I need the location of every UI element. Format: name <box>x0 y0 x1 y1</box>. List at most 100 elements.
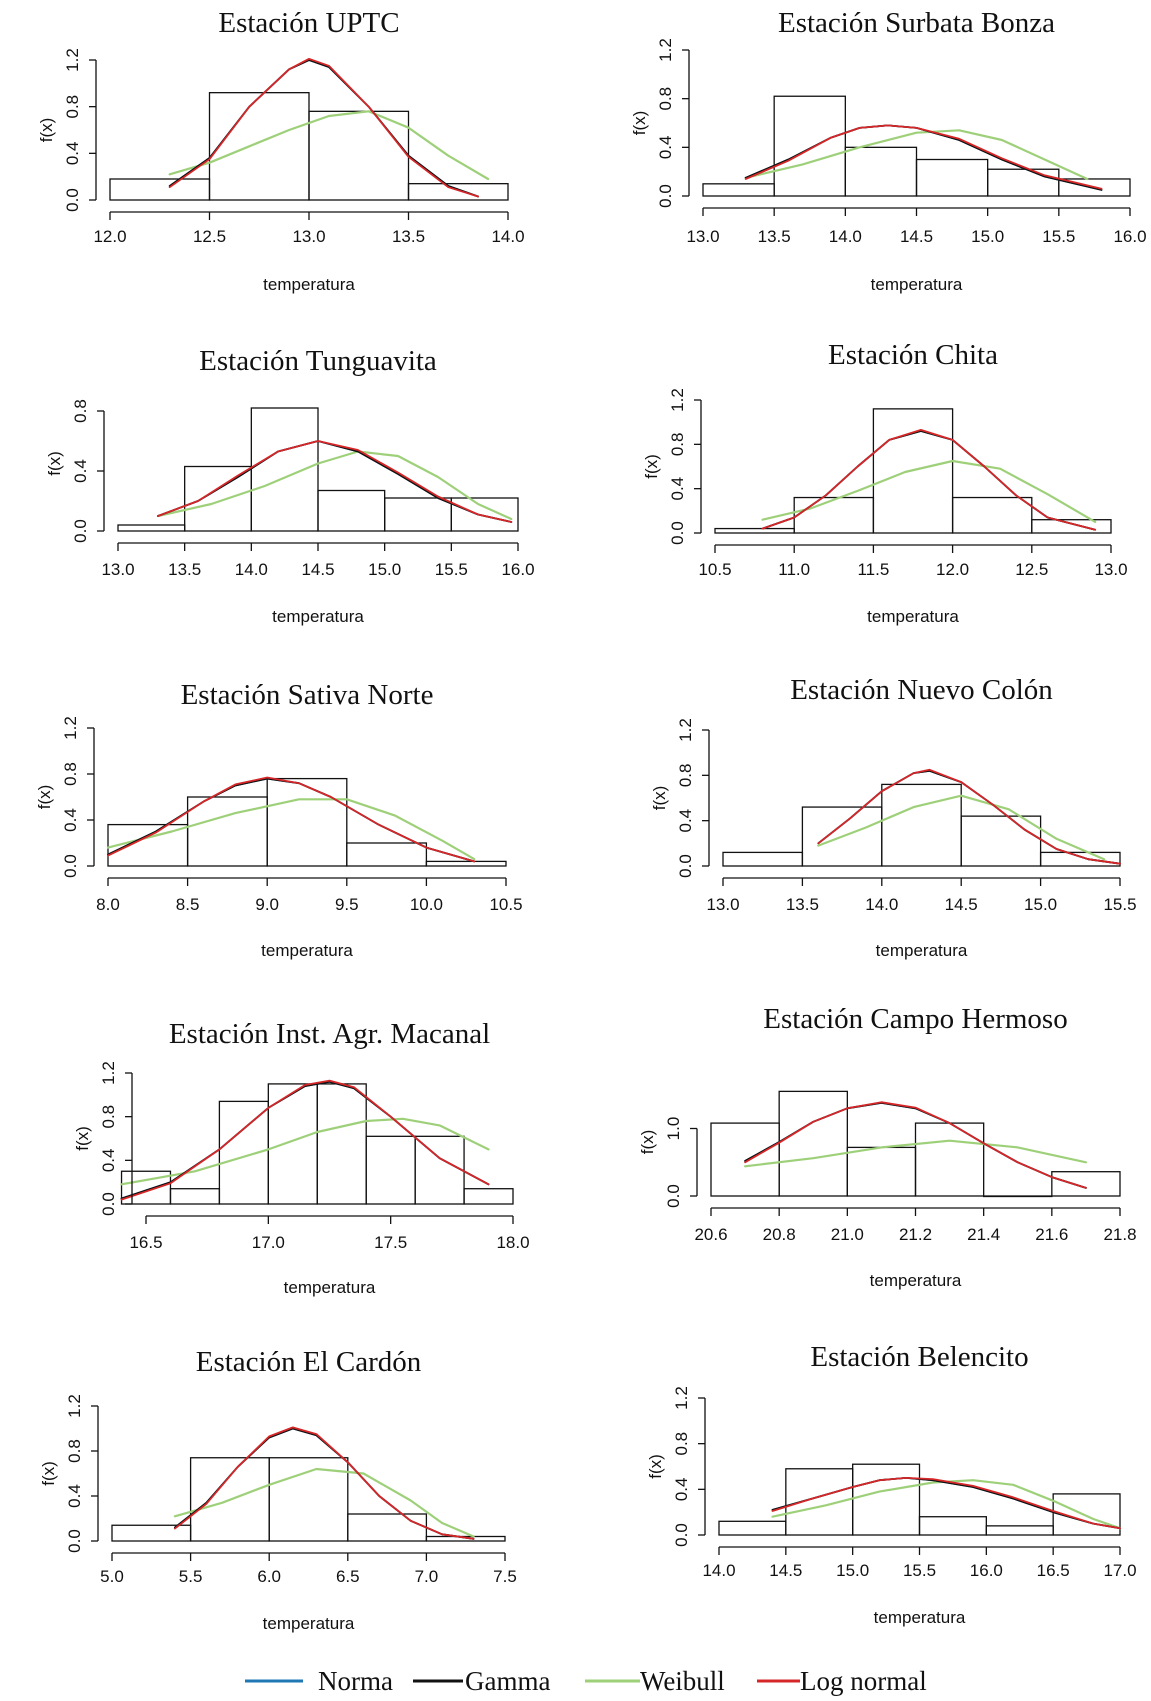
x-tick-label: 15.5 <box>435 560 468 579</box>
x-tick-label: 10.0 <box>410 895 443 914</box>
y-tick-label: 0.4 <box>65 1484 84 1508</box>
histogram-bar <box>250 407 319 532</box>
y-axis-label: f(x) <box>73 1126 92 1151</box>
x-tick-label: 15.0 <box>368 560 401 579</box>
y-tick-label: 0.0 <box>672 1523 691 1547</box>
x-tick-label: 8.0 <box>96 895 120 914</box>
x-axis-label: temperatura <box>867 607 959 626</box>
x-tick-label: 5.5 <box>179 1567 203 1586</box>
x-tick-label: 21.6 <box>1035 1225 1068 1244</box>
y-axis-label: f(x) <box>35 785 54 810</box>
histogram-bar <box>208 92 310 201</box>
histogram-bar <box>109 178 211 201</box>
chart-panel: Estación Inst. Agr. Macanal 16.5 17.0 17.5 1… <box>73 1018 530 1297</box>
histogram-bar <box>267 1083 318 1205</box>
x-tick-label: 15.5 <box>903 1561 936 1580</box>
x-tick-label: 15.0 <box>1024 895 1057 914</box>
density-curve-gamma <box>771 1477 1121 1530</box>
histogram-bar <box>846 1146 917 1197</box>
x-tick-label: 15.5 <box>1042 227 1075 246</box>
panel-title: Estación Surbata Bonza <box>778 7 1055 39</box>
x-tick-label: 12.0 <box>93 227 126 246</box>
density-curve-log-normal <box>173 1426 475 1540</box>
histogram-bar <box>1051 1171 1121 1197</box>
density-curve-log-normal <box>107 776 476 863</box>
y-tick-label: 0.0 <box>71 519 90 543</box>
y-tick-label: 0.0 <box>676 854 695 878</box>
y-tick-label: 0.8 <box>656 87 675 111</box>
histogram-bar <box>852 1463 921 1536</box>
chart-panel: Estación UPTC 12.0 12.5 13.0 13.5 14.0 0.0 0.4 0… <box>37 7 525 294</box>
density-curve-log-normal <box>744 124 1103 190</box>
x-tick-label: 13.5 <box>392 227 425 246</box>
panel-title: Estación Belencito <box>810 1341 1028 1373</box>
y-tick-label: 0.0 <box>61 854 80 878</box>
x-tick-label: 7.5 <box>493 1567 517 1586</box>
histogram-bar <box>844 146 918 197</box>
x-tick-label: 17.0 <box>252 1233 285 1252</box>
histogram-bar <box>881 783 962 867</box>
x-axis-label: temperatura <box>284 1278 376 1297</box>
x-tick-label: 18.0 <box>496 1233 529 1252</box>
histogram-bar <box>414 1135 465 1205</box>
density-curve-norma <box>744 124 1103 191</box>
x-tick-label: 9.5 <box>335 895 359 914</box>
histogram-bar <box>365 1135 416 1205</box>
chart-panel: Estación Belencito 14.0 14.5 15.0 15.5 16.0 16… <box>646 1341 1137 1627</box>
density-curve-log-normal <box>120 1079 490 1201</box>
histogram-bar <box>316 1083 367 1205</box>
x-tick-label: 13.0 <box>686 227 719 246</box>
panel-title: Estación El Cardón <box>196 1346 422 1378</box>
x-tick-label: 14.0 <box>829 227 862 246</box>
panel-title: Estación Chita <box>828 339 998 371</box>
density-curve-log-normal <box>817 768 1121 865</box>
histogram-bar <box>1031 519 1112 534</box>
histogram-bar <box>722 851 804 867</box>
density-curve-weibull <box>761 459 1097 524</box>
y-tick-label: 0.4 <box>61 808 80 832</box>
y-tick-label: 0.8 <box>672 1432 691 1456</box>
chart-panel: Estación Nuevo Colón 13.0 13.5 14.0 14.5 15.0… <box>650 674 1137 960</box>
x-tick-label: 10.5 <box>698 560 731 579</box>
histogram-bar <box>714 527 795 534</box>
x-tick-label: 13.5 <box>168 560 201 579</box>
x-axis-label: temperatura <box>261 941 353 960</box>
x-tick-label: 12.5 <box>193 227 226 246</box>
y-tick-label: 1.0 <box>664 1117 683 1141</box>
density-curve-weibull <box>168 110 490 181</box>
density-curve-log-normal <box>761 428 1097 531</box>
y-tick-label: 1.2 <box>676 718 695 742</box>
x-tick-label: 13.5 <box>758 227 791 246</box>
y-tick-label: 0.0 <box>668 521 687 545</box>
x-tick-label: 14.0 <box>702 1561 735 1580</box>
histogram-bar <box>111 1524 192 1542</box>
y-tick-label: 0.4 <box>676 809 695 833</box>
y-tick-label: 0.4 <box>99 1149 118 1173</box>
histogram-bar <box>186 796 268 867</box>
histogram-bar <box>407 183 509 201</box>
panel-title: Estación Nuevo Colón <box>790 674 1053 706</box>
x-tick-label: 13.0 <box>101 560 134 579</box>
x-axis-label: temperatura <box>263 1614 355 1633</box>
y-tick-label: 0.4 <box>63 142 82 166</box>
x-axis-label: temperatura <box>874 1608 966 1627</box>
x-tick-label: 15.5 <box>1103 895 1136 914</box>
x-tick-label: 14.5 <box>945 895 978 914</box>
legend-label: Weibull <box>640 1666 725 1696</box>
y-tick-label: 0.0 <box>664 1184 683 1208</box>
density-curve-weibull <box>106 798 476 861</box>
chart-panel: Estación Surbata Bonza 13.0 13.5 14.0 14.5 15… <box>630 7 1147 294</box>
density-curve-norma <box>157 440 513 523</box>
x-tick-label: 17.0 <box>1103 1561 1136 1580</box>
y-tick-label: 0.8 <box>65 1439 84 1463</box>
density-curve-weibull <box>817 794 1106 861</box>
y-tick-label: 0.4 <box>672 1478 691 1502</box>
x-tick-label: 21.2 <box>899 1225 932 1244</box>
density-curve-weibull <box>744 129 1089 181</box>
x-tick-label: 14.5 <box>900 227 933 246</box>
x-tick-label: 13.0 <box>292 227 325 246</box>
density-curve-norma <box>771 1477 1121 1530</box>
histogram-bar <box>983 1195 1053 1198</box>
density-curve-norma <box>173 1427 475 1540</box>
